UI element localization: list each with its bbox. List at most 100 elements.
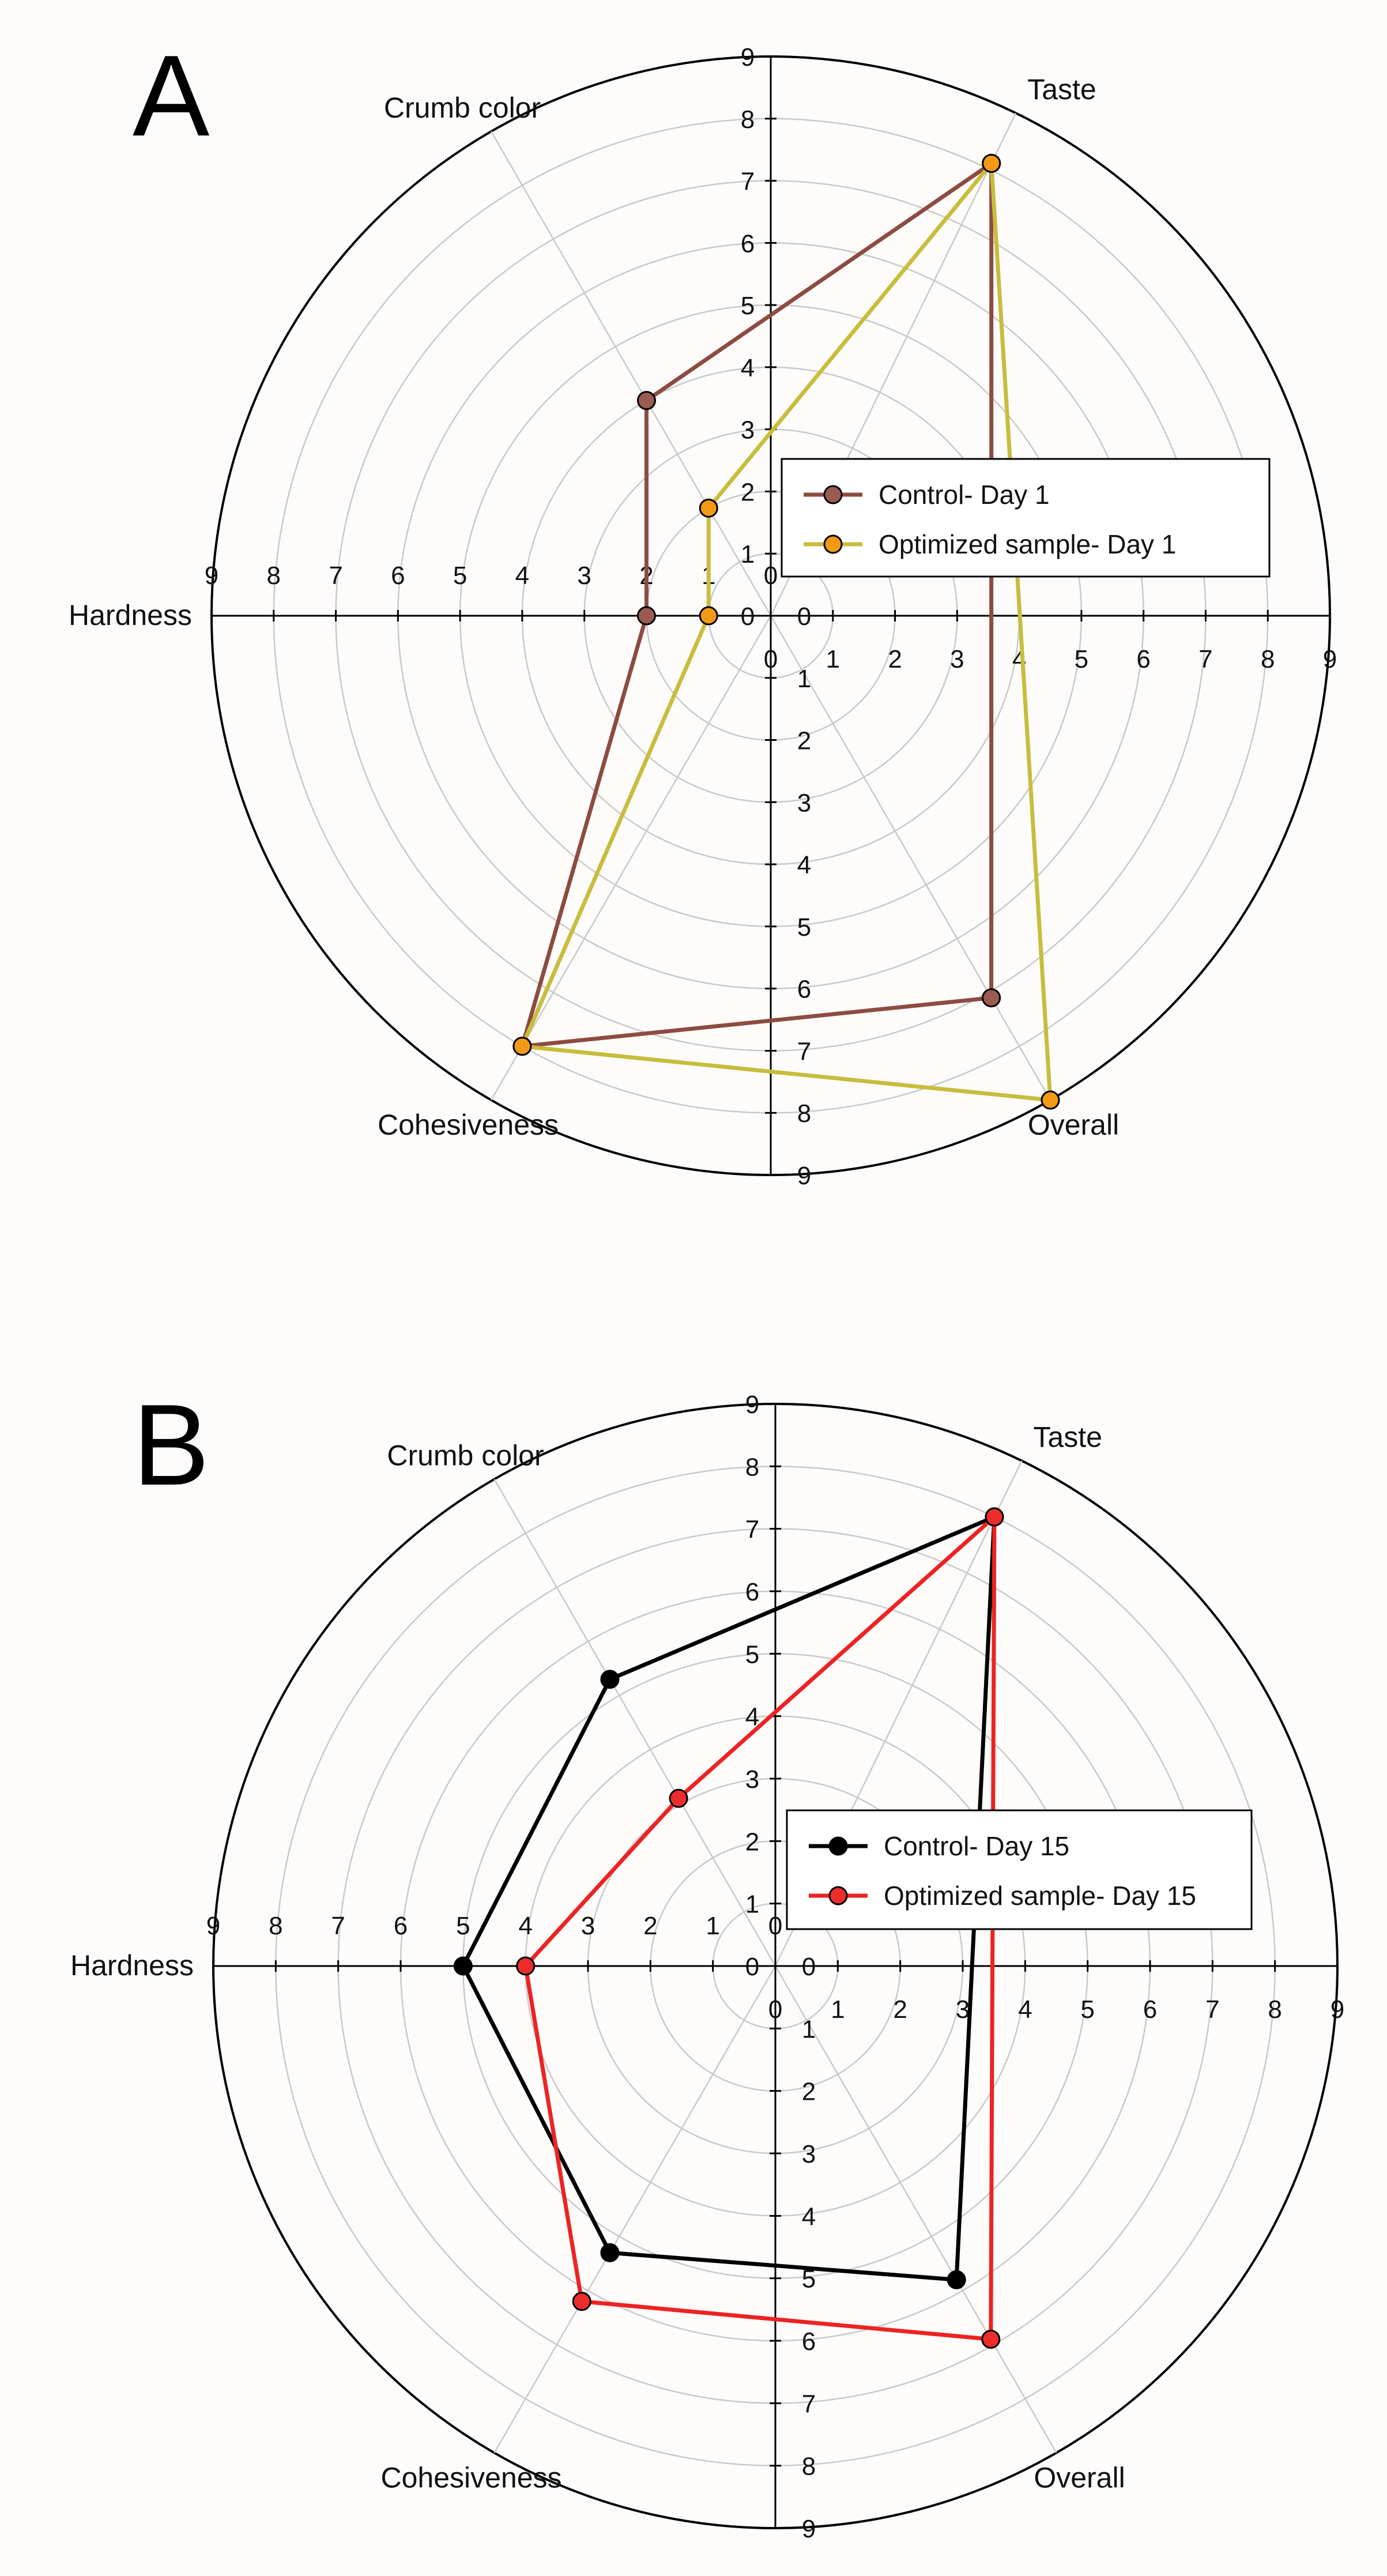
- series-1-point-hardness: [636, 606, 656, 626]
- tick-label-right: 8: [1268, 1995, 1282, 2024]
- tick-label-right: 5: [1080, 1995, 1094, 2024]
- tick-label-left: 8: [269, 1912, 282, 1940]
- tick-label-bottom: 1: [797, 665, 811, 693]
- tick-label-left: 6: [391, 562, 405, 590]
- tick-label-top: 1: [741, 540, 755, 568]
- tick-label-left: 0: [764, 562, 778, 590]
- tick-label-bottom: 3: [802, 2140, 816, 2168]
- tick-label-right: 1: [826, 645, 840, 673]
- series-2-point-taste: [982, 153, 1001, 173]
- tick-label-top: 1: [745, 1890, 759, 1919]
- tick-label-left: 3: [577, 562, 591, 590]
- tick-label-right: 7: [1205, 1995, 1219, 2024]
- tick-label-bottom: 7: [802, 2390, 816, 2418]
- panel-letter-a: A: [133, 32, 210, 160]
- axis-label-taste: Taste: [1033, 1421, 1102, 1453]
- tick-label-top: 7: [745, 1516, 759, 1544]
- tick-label-right: 9: [1323, 645, 1337, 673]
- tick-label-bottom: 3: [797, 789, 811, 817]
- series-2-point-crumb-color: [699, 498, 718, 518]
- series-1-point-overall: [982, 988, 1001, 1008]
- tick-label-top: 5: [745, 1640, 759, 1669]
- series-2-point-cohesiveness: [512, 1037, 532, 1056]
- series-2-point-cohesiveness: [572, 2292, 591, 2311]
- series-2-point-taste: [985, 1507, 1004, 1527]
- series-2-point-overall: [1041, 1090, 1060, 1110]
- series-line-1: [519, 159, 994, 1049]
- tick-label-right: 6: [1143, 1995, 1157, 2024]
- axis-label-taste: Taste: [1027, 73, 1096, 106]
- tick-label-bottom: 0: [802, 1953, 816, 1981]
- tick-label-bottom: 0: [797, 602, 811, 631]
- tick-label-left: 0: [768, 1912, 782, 1940]
- series-2-point-hardness: [699, 606, 718, 626]
- tick-label-left: 5: [453, 562, 467, 590]
- tick-label-bottom: 4: [797, 851, 811, 879]
- legend-label-1: Control- Day 1: [879, 480, 1050, 510]
- axis-label-cohesiveness: Cohesiveness: [380, 2461, 561, 2494]
- tick-label-bottom: 8: [797, 1099, 811, 1128]
- tick-label-left: 2: [643, 1912, 657, 1940]
- tick-label-left: 3: [581, 1912, 595, 1940]
- spoke-cohesiveness: [490, 615, 772, 1101]
- series-1-point-overall: [947, 2270, 966, 2289]
- series-line-2: [523, 1512, 997, 2342]
- tick-label-right: 2: [888, 645, 902, 673]
- panel-letter-b: B: [133, 1381, 209, 1509]
- series-2-point-hardness: [516, 1956, 536, 1976]
- series-2-point-crumb-color: [669, 1788, 688, 1808]
- tick-label-bottom: 9: [802, 2515, 816, 2543]
- tick-label-left: 7: [329, 562, 342, 590]
- tick-label-bottom: 6: [802, 2328, 816, 2356]
- spoke-overall: [774, 1965, 1057, 2453]
- tick-label-top: 3: [745, 1765, 759, 1794]
- panel-a: A 000 01111222233334444555566667777888899…: [69, 32, 1337, 1190]
- legend-label-2: Optimized sample- Day 15: [884, 1881, 1196, 1911]
- tick-label-right: 9: [1331, 1995, 1344, 2024]
- axis-label-hardness: Hardness: [70, 1949, 194, 1982]
- series-1-point-hardness: [453, 1956, 473, 1976]
- tick-label-right: 4: [1018, 1995, 1032, 2024]
- legend-swatch-marker: [828, 1886, 848, 1905]
- spoke-cohesiveness: [493, 1965, 777, 2453]
- spoke-crumb-color: [490, 131, 772, 616]
- tick-label-left: 9: [206, 1912, 220, 1940]
- tick-label-top: 9: [741, 43, 755, 71]
- tick-label-bottom: 9: [797, 1162, 811, 1190]
- tick-label-top: 6: [745, 1578, 759, 1606]
- tick-label-left: 4: [515, 562, 529, 590]
- tick-label-right: 7: [1198, 645, 1212, 673]
- tick-label-left: 1: [706, 1912, 719, 1940]
- axis-label-cohesiveness: Cohesiveness: [378, 1109, 559, 1141]
- tick-label-bottom: 2: [797, 727, 811, 755]
- legend-label-2: Optimized sample- Day 1: [879, 529, 1176, 559]
- tick-label-bottom: 2: [802, 2078, 816, 2106]
- tick-label-right: 0: [764, 645, 778, 673]
- tick-label-bottom: 1: [802, 2015, 816, 2043]
- legend-label-1: Control- Day 15: [884, 1831, 1069, 1861]
- spoke-overall: [770, 615, 1051, 1101]
- tick-label-right: 0: [768, 1995, 782, 2024]
- tick-label-left: 7: [331, 1912, 345, 1940]
- series-1-point-crumb-color: [636, 391, 656, 410]
- tick-label-left: 5: [456, 1912, 470, 1940]
- tick-label-bottom: 8: [802, 2453, 816, 2481]
- tick-label-top: 7: [741, 168, 755, 196]
- legend-swatch-marker: [823, 534, 843, 554]
- tick-label-left: 9: [205, 562, 218, 590]
- tick-label-top: 8: [741, 106, 755, 134]
- series-1-point-crumb-color: [600, 1670, 620, 1689]
- axis-label-crumb-color: Crumb color: [387, 1440, 544, 1472]
- tick-label-right: 3: [950, 645, 964, 673]
- axis-label-hardness: Hardness: [69, 599, 192, 631]
- legend-swatch-marker: [823, 485, 843, 504]
- series-2-point-overall: [981, 2329, 1001, 2349]
- tick-label-bottom: 4: [802, 2202, 816, 2231]
- series-1-point-cohesiveness: [600, 2243, 620, 2262]
- legend-swatch-marker: [828, 1836, 848, 1856]
- series-line-2: [519, 158, 1053, 1102]
- tick-label-top: 2: [741, 478, 755, 506]
- tick-label-top: 9: [745, 1391, 759, 1419]
- tick-label-top: 6: [741, 229, 755, 258]
